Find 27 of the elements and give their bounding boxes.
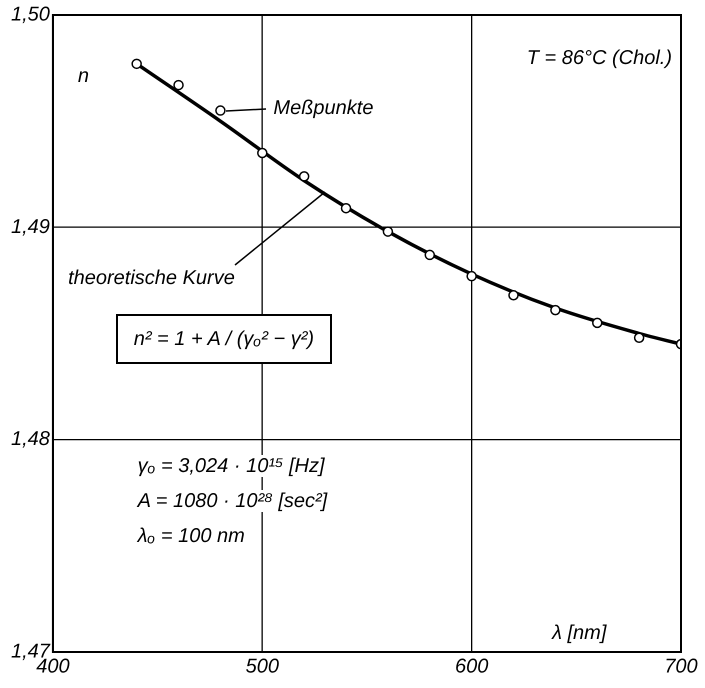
point [215,105,226,116]
point [466,270,477,282]
point [173,80,184,90]
x-tick-label: 600 [454,656,488,678]
y-tick-label: 1,50 [10,4,50,26]
point [340,202,352,214]
annotation: theoretische Kurve [65,267,238,290]
y-axis-title: n [74,65,92,87]
x-axis-title: λ [nm] [549,622,610,644]
annotation: T = 86°C (Chol.) [524,46,675,69]
y-tick-label: 1,49 [10,216,50,238]
x-tick-label: 500 [246,656,279,678]
x-tick-label: 700 [664,656,698,678]
annotation: λₒ = 100 nm [134,524,248,547]
point [550,304,561,316]
point [131,58,142,70]
point [257,148,268,158]
point [508,290,519,301]
point [592,318,603,328]
annotation: n² = 1 + A / (γₒ² − γ²) [116,314,332,364]
annotation: γₒ = 3,024 · 10¹⁵ [Hz] [134,454,328,477]
point [424,250,436,260]
y-tick-label: 1,48 [10,428,50,450]
point [298,171,310,182]
annotation: A = 1080 · 10²⁸ [sec²] [134,490,330,512]
point [382,226,394,237]
annotation: Meßpunkte [270,96,376,119]
